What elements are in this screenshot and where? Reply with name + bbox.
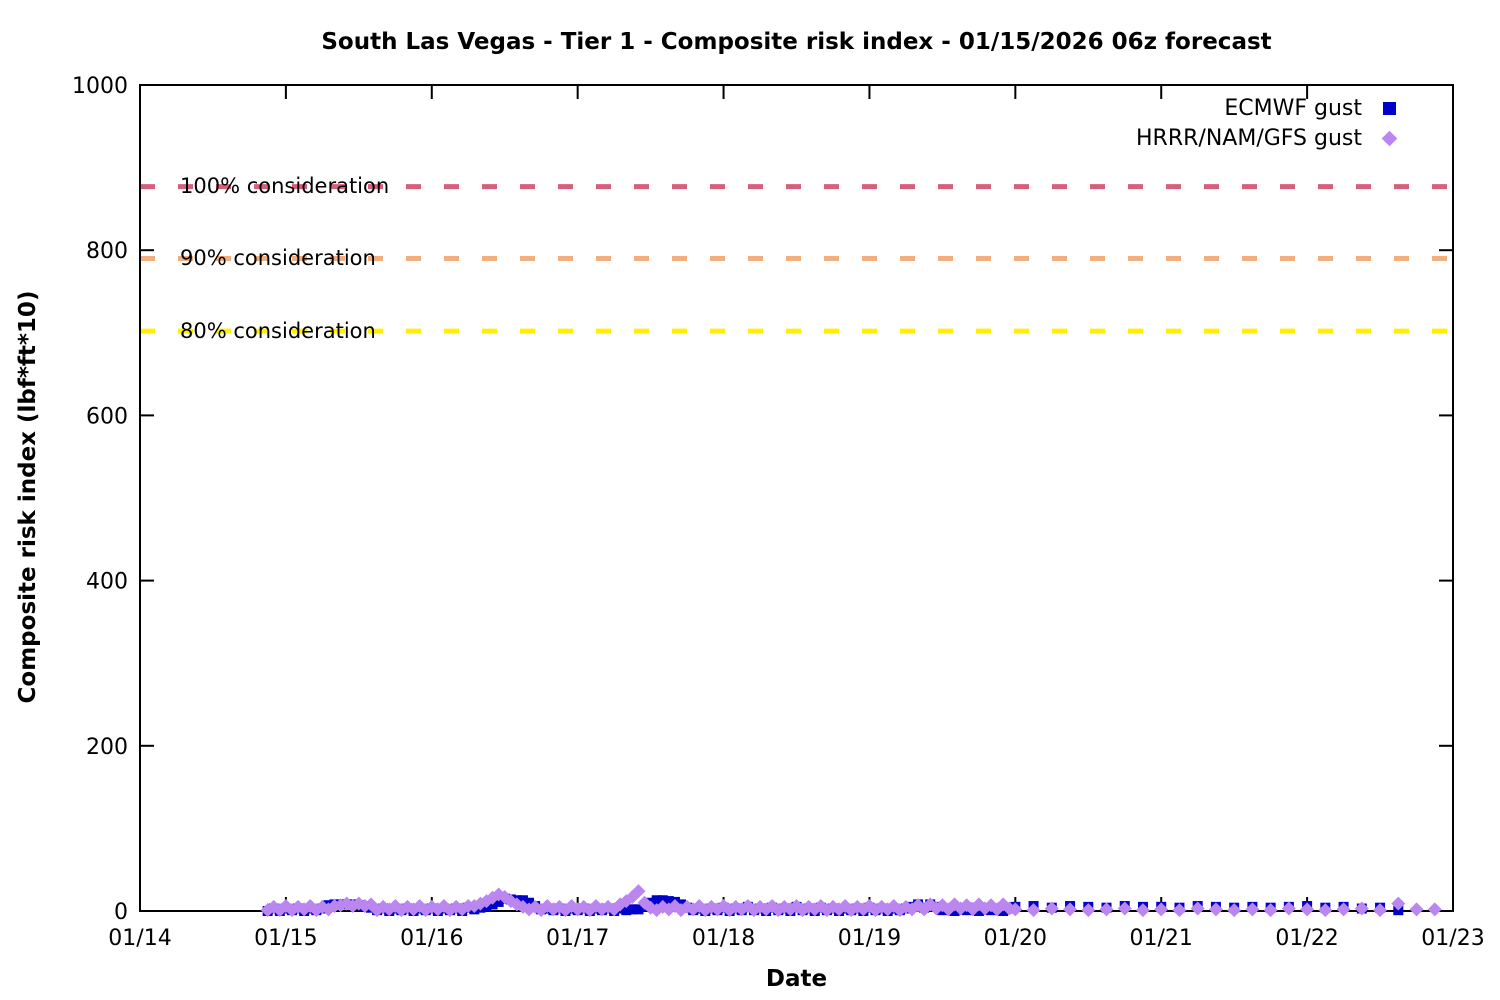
legend-label-ecmwf: ECMWF gust [1224, 96, 1362, 121]
data-point-0 [651, 895, 662, 906]
data-point-1 [631, 884, 646, 899]
x-tick-label: 01/15 [254, 926, 317, 951]
data-point-1 [1373, 903, 1388, 918]
x-tick-label: 01/16 [400, 926, 463, 951]
x-tick-label: 01/14 [108, 926, 171, 951]
data-point-0 [621, 905, 632, 916]
y-tick-label: 1000 [72, 74, 128, 99]
data-point-1 [1026, 903, 1041, 918]
x-tick-label: 01/19 [838, 926, 901, 951]
threshold-label-100: 100% consideration [180, 174, 390, 198]
data-point-1 [1063, 902, 1078, 917]
data-point-1 [1172, 903, 1187, 918]
x-tick-label: 01/17 [546, 926, 609, 951]
legend-marker-square-icon [1383, 102, 1396, 115]
y-tick-label: 400 [86, 570, 128, 595]
y-tick-label: 200 [86, 735, 128, 760]
data-point-1 [1008, 902, 1023, 917]
y-tick-label: 600 [86, 404, 128, 429]
data-point-1 [1336, 902, 1351, 917]
data-point-0 [663, 896, 674, 907]
threshold-label-80: 80% consideration [180, 319, 376, 343]
data-point-1 [1263, 903, 1278, 918]
data-point-1 [1227, 903, 1242, 918]
data-point-1 [1281, 901, 1296, 916]
x-tick-label: 01/20 [984, 926, 1047, 951]
data-point-1 [1427, 902, 1442, 917]
y-tick-label: 800 [86, 239, 128, 264]
data-point-1 [1300, 902, 1315, 917]
data-point-1 [1190, 901, 1205, 916]
x-tick-label: 01/23 [1421, 926, 1484, 951]
chart-title: South Las Vegas - Tier 1 - Composite ris… [321, 29, 1272, 55]
y-tick-label: 0 [114, 900, 128, 925]
y-axis-title: Composite risk index (lbf*ft*10) [15, 290, 41, 704]
x-tick-label: 01/22 [1275, 926, 1338, 951]
plot-border [139, 84, 1454, 912]
data-point-1 [1081, 903, 1096, 918]
data-point-1 [1409, 902, 1424, 917]
legend-label-hrrr: HRRR/NAM/GFS gust [1136, 126, 1362, 151]
data-point-1 [1354, 901, 1369, 916]
data-point-1 [1245, 902, 1260, 917]
x-tick-label: 01/18 [692, 926, 755, 951]
threshold-label-90: 90% consideration [180, 246, 376, 270]
data-point-0 [493, 896, 504, 907]
data-point-1 [1318, 903, 1333, 918]
data-point-1 [1208, 902, 1223, 917]
data-point-1 [1135, 903, 1150, 918]
data-point-1 [1117, 901, 1132, 916]
x-axis-title: Date [765, 966, 828, 992]
x-tick-label: 01/21 [1130, 926, 1193, 951]
data-point-1 [1391, 896, 1406, 911]
data-point-1 [1154, 902, 1169, 917]
data-point-0 [627, 904, 638, 915]
data-point-1 [1044, 901, 1059, 916]
data-point-0 [633, 904, 644, 915]
data-point-1 [1099, 902, 1114, 917]
